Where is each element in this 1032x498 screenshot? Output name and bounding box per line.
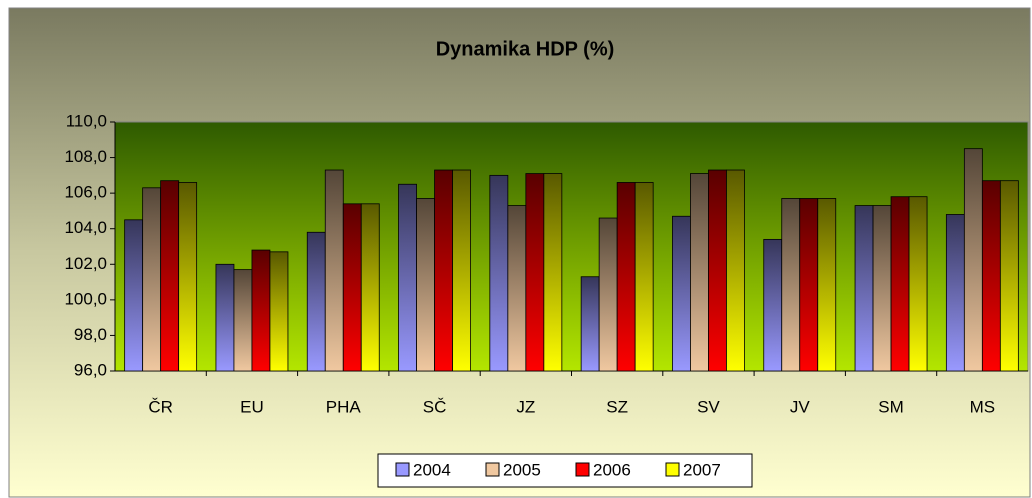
x-tick-label: ČR bbox=[148, 397, 173, 416]
legend-label: 2005 bbox=[503, 460, 541, 479]
bar bbox=[672, 215, 691, 372]
y-tick-label: 96,0 bbox=[74, 360, 107, 379]
bar bbox=[452, 169, 471, 372]
bar bbox=[890, 196, 910, 372]
bar bbox=[178, 182, 198, 372]
x-tick-label: PHA bbox=[326, 397, 362, 416]
bar bbox=[616, 182, 636, 372]
y-tick-label: 100,0 bbox=[64, 289, 107, 308]
bar bbox=[945, 214, 965, 372]
bar bbox=[708, 169, 727, 372]
legend-label: 2007 bbox=[683, 460, 721, 479]
bar bbox=[507, 205, 527, 372]
bar bbox=[634, 182, 654, 372]
legend-swatch bbox=[575, 462, 590, 477]
y-tick-label: 104,0 bbox=[64, 218, 107, 237]
x-tick-label: JV bbox=[790, 397, 811, 416]
bar bbox=[360, 203, 380, 372]
bar bbox=[142, 187, 162, 372]
bar bbox=[124, 219, 144, 372]
bar bbox=[251, 249, 271, 372]
bar bbox=[215, 263, 235, 372]
legend-swatch bbox=[665, 462, 680, 477]
bar bbox=[598, 217, 618, 372]
bar bbox=[580, 276, 600, 372]
bar bbox=[763, 238, 783, 372]
bar bbox=[817, 198, 837, 372]
legend-label: 2004 bbox=[413, 460, 451, 479]
y-tick-label: 106,0 bbox=[64, 183, 107, 202]
bar bbox=[160, 180, 180, 372]
x-tick-label: JZ bbox=[516, 397, 535, 416]
chart-title: Dynamika HDP (%) bbox=[436, 38, 615, 60]
bar bbox=[398, 183, 417, 372]
x-tick-label: SM bbox=[878, 397, 904, 416]
x-tick-label: SV bbox=[697, 397, 720, 416]
bar bbox=[342, 203, 362, 372]
bar bbox=[854, 205, 874, 372]
bar bbox=[781, 198, 801, 372]
bar bbox=[872, 205, 892, 372]
bar bbox=[434, 169, 453, 372]
y-tick-label: 108,0 bbox=[64, 147, 107, 166]
y-tick-label: 102,0 bbox=[64, 254, 107, 273]
y-tick-label: 98,0 bbox=[74, 325, 107, 344]
legend bbox=[377, 453, 753, 488]
x-tick-label: EU bbox=[240, 397, 264, 416]
bar bbox=[981, 180, 1001, 372]
legend-label: 2006 bbox=[593, 460, 631, 479]
bar bbox=[690, 173, 709, 372]
bar bbox=[416, 198, 435, 372]
bar bbox=[726, 169, 745, 372]
bar bbox=[233, 269, 253, 372]
bar bbox=[489, 174, 509, 372]
bar bbox=[543, 173, 563, 372]
x-tick-label: SČ bbox=[423, 397, 447, 416]
bar bbox=[324, 169, 344, 372]
bar bbox=[269, 251, 289, 372]
legend-swatch bbox=[395, 462, 410, 477]
bar bbox=[525, 173, 545, 372]
bar bbox=[908, 196, 928, 372]
bar bbox=[999, 180, 1019, 372]
bar bbox=[799, 198, 819, 372]
x-tick-label: SZ bbox=[606, 397, 628, 416]
y-tick-label: 110,0 bbox=[66, 111, 107, 130]
bar bbox=[963, 148, 983, 372]
legend-swatch bbox=[485, 462, 500, 477]
bar bbox=[306, 231, 326, 372]
x-tick-label: MS bbox=[970, 397, 996, 416]
